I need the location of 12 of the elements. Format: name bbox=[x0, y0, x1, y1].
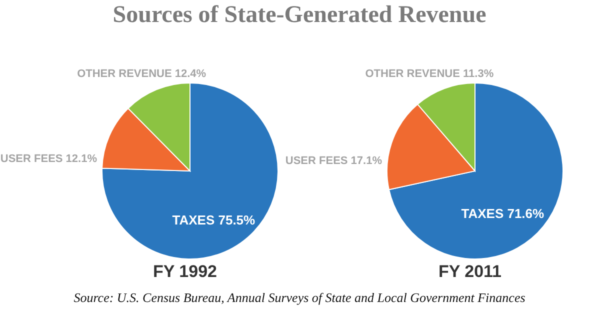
slice-label: TAXES 75.5% bbox=[172, 212, 256, 228]
chart-title: Sources of State-Generated Revenue bbox=[112, 2, 488, 29]
source-note: Source: U.S. Census Bureau, Annual Surveys of State and Local Government Finances bbox=[72, 290, 526, 306]
slice-label: USER FEES 17.1% bbox=[285, 155, 382, 168]
text: FY 1992 bbox=[152, 262, 218, 282]
pie-slice bbox=[388, 82, 564, 260]
text: FY 2011 bbox=[437, 262, 503, 282]
slice-label: OTHER REVENUE 11.3% bbox=[365, 68, 494, 80]
slice-label: USER FEES 12.1% bbox=[0, 153, 98, 166]
slice-label: TAXES 71.6% bbox=[461, 206, 545, 221]
pie-slice bbox=[102, 82, 278, 260]
slice-label: OTHER REVENUE 12.4% bbox=[77, 68, 206, 80]
